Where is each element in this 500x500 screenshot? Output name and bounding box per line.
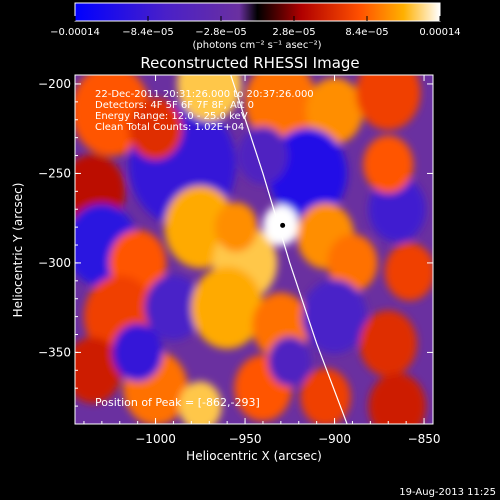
- colorbar-tick-label: 8.4e−05: [345, 27, 388, 38]
- heatmap-blob: [327, 234, 378, 292]
- heatmap-image: [75, 75, 433, 424]
- heatmap-blob: [268, 336, 312, 387]
- heatmap-blob: [112, 323, 163, 382]
- heatmap-blob: [178, 381, 222, 424]
- colorbar-tick-label: 2.8e−05: [272, 27, 315, 38]
- x-tick-label: −850: [408, 432, 441, 446]
- heatmap-blob: [75, 337, 122, 404]
- y-tick-label: −300: [38, 256, 71, 270]
- heatmap-blob: [368, 373, 426, 424]
- colorbar-tick-label: 0.00014: [419, 27, 460, 38]
- heatmap-blob: [363, 135, 414, 194]
- heatmap-blob: [268, 128, 348, 219]
- y-tick-label: −200: [38, 77, 71, 91]
- y-axis: −200 −250 −300 −350: [38, 77, 433, 425]
- y-tick-label: −350: [38, 345, 71, 359]
- heatmap-blob: [245, 75, 317, 144]
- annotation-line: 22-Dec-2011 20:31:26.000 to 20:37:26.000: [95, 89, 314, 100]
- heatmap-blob: [368, 176, 426, 243]
- heatmap-blob: [359, 310, 417, 377]
- heatmap-blob: [356, 75, 421, 130]
- colorbar-tick-label: −8.4e−05: [122, 27, 174, 38]
- x-axis: −1000 −950 −900 −850: [83, 75, 441, 446]
- heatmap-blob: [300, 368, 351, 424]
- heatmap-blob: [384, 243, 433, 301]
- colorbar-ticks: −0.00014 −8.4e−05 −2.8e−05 2.8e−05 8.4e−05 0.…: [50, 16, 461, 38]
- annotation-line: Clean Total Counts: 1.02E+04: [95, 122, 244, 133]
- peak-marker: [280, 222, 286, 228]
- heatmap-blob: [305, 77, 364, 144]
- x-axis-label: Heliocentric X (arcsec): [186, 449, 322, 463]
- annotation-line: Energy Range: 12.0 - 25.0 keV: [95, 111, 248, 122]
- heatmap-blob: [128, 97, 183, 160]
- footer-timestamp: 19-Aug-2013 11:25: [399, 487, 496, 498]
- colorbar-units-label: (photons cm⁻² s⁻¹ asec⁻²): [192, 40, 321, 51]
- heatmap-blob: [191, 266, 263, 349]
- heatmap-blob: [214, 202, 258, 252]
- heatmap-blob: [237, 126, 289, 185]
- chart-title: Reconstructed RHESSI Image: [140, 54, 359, 72]
- annotation-line: Detectors: 4F 5F 6F 7F 8F, Att 0: [95, 100, 254, 111]
- x-tick-label: −900: [318, 432, 351, 446]
- peak-position-label: Position of Peak = [-862,-293]: [95, 396, 260, 409]
- x-tick-label: −950: [229, 432, 262, 446]
- annotation-block: 22-Dec-2011 20:31:26.000 to 20:37:26.000…: [95, 89, 314, 133]
- y-axis-label: Heliocentric Y (arcsec): [11, 183, 25, 318]
- colorbar: [74, 2, 441, 22]
- heatmap-blob: [177, 75, 242, 121]
- heatmap-blob: [302, 279, 367, 354]
- plot-frame: [74, 74, 434, 425]
- peak-dot: [280, 222, 286, 228]
- colorbar-tick-label: −2.8e−05: [195, 27, 247, 38]
- colorbar-tick-label: −0.00014: [50, 27, 100, 38]
- heatmap-blob: [144, 274, 203, 341]
- solar-limb-curve: [230, 75, 348, 424]
- y-tick-label: −250: [38, 166, 71, 180]
- x-tick-label: −1000: [135, 432, 176, 446]
